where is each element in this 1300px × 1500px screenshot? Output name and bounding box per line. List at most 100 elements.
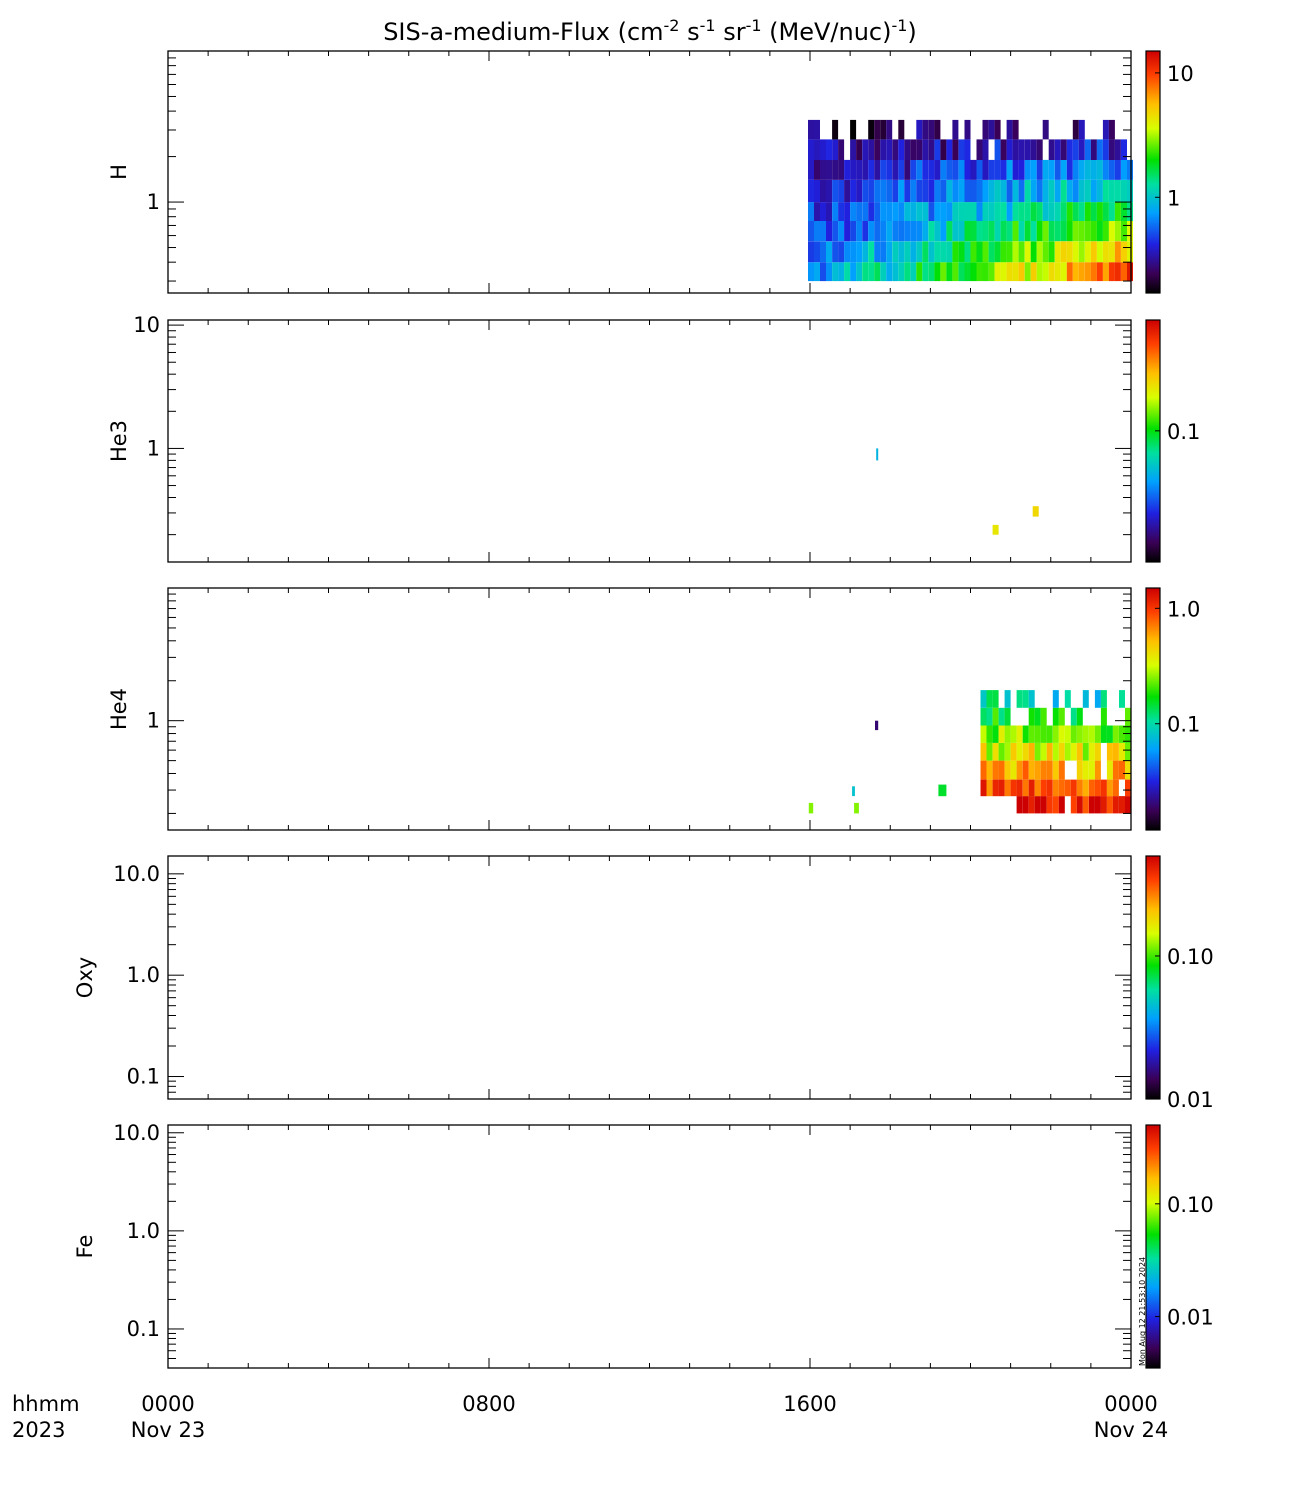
data-cell <box>820 159 826 180</box>
data-cell <box>940 241 947 263</box>
data-cell <box>998 779 1005 797</box>
title-text: sr <box>716 18 746 46</box>
data-cell <box>976 262 983 282</box>
data-cell <box>1024 262 1031 282</box>
y-tick-label: 0.1 <box>127 1317 160 1341</box>
data-cell <box>1022 796 1029 814</box>
data-cell <box>898 119 905 140</box>
data-cell <box>988 220 995 242</box>
data-cell <box>1042 119 1049 140</box>
data-cell <box>1090 180 1097 203</box>
data-cell <box>814 180 820 203</box>
data-cell <box>874 139 881 160</box>
data-cell <box>1127 241 1133 263</box>
data-cell <box>980 725 987 743</box>
data-cell <box>1084 262 1091 282</box>
data-cell <box>1060 202 1067 221</box>
data-cell <box>964 262 971 282</box>
data-cell <box>980 779 987 797</box>
data-cell <box>1084 159 1091 180</box>
data-cell <box>850 241 857 263</box>
data-cell <box>868 262 875 282</box>
data-cell <box>814 202 820 221</box>
data-cell <box>1114 202 1121 221</box>
data-cell <box>1106 725 1113 743</box>
y-axis-label: Oxy <box>73 957 97 998</box>
data-cell <box>862 139 869 160</box>
data-cell <box>856 180 863 203</box>
data-cell <box>1004 779 1011 797</box>
data-cell <box>892 262 899 282</box>
data-cell <box>1010 725 1017 743</box>
data-cell <box>1006 241 1013 263</box>
data-cell <box>994 262 1001 282</box>
data-cell <box>940 159 947 180</box>
data-cell <box>1036 180 1043 203</box>
data-cell <box>988 119 995 140</box>
data-cell <box>868 202 875 221</box>
data-cell <box>1100 690 1107 708</box>
data-cell <box>1052 742 1059 761</box>
data-cell <box>844 202 851 221</box>
data-cell <box>1127 220 1133 242</box>
data-cell <box>994 202 1001 221</box>
data-cell <box>1090 220 1097 242</box>
x-tick-label: 0000 <box>141 1392 194 1416</box>
data-cell <box>1006 159 1013 180</box>
data-cell <box>1022 760 1029 780</box>
data-cell <box>1094 779 1101 797</box>
data-cell <box>1102 180 1109 203</box>
data-cell <box>1052 707 1059 726</box>
data-cell <box>844 262 851 282</box>
data-cell <box>982 180 989 203</box>
data-cell <box>832 139 839 160</box>
colorbar-tick-label: 1.0 <box>1167 597 1200 621</box>
x-axis-ticks <box>167 588 1132 830</box>
data-cell <box>874 180 881 203</box>
data-cell <box>910 139 917 160</box>
data-cell <box>916 202 923 221</box>
data-cell <box>892 180 899 203</box>
data-cell <box>886 119 893 140</box>
data-cell <box>1060 220 1067 242</box>
data-cell <box>1127 180 1133 203</box>
data-cell <box>980 742 987 761</box>
data-cell <box>886 220 893 242</box>
data-cell <box>1016 796 1023 814</box>
data-cell <box>1018 262 1025 282</box>
data-cell <box>922 220 929 242</box>
data-cell <box>1042 241 1049 263</box>
data-cell <box>814 262 820 282</box>
data-cell <box>1125 707 1131 726</box>
data-cell <box>1060 262 1067 282</box>
data-cell <box>1119 690 1125 708</box>
data-cell <box>992 707 999 726</box>
data-cell <box>940 262 947 282</box>
data-cell <box>1090 139 1097 160</box>
data-cell <box>844 180 851 203</box>
data-cell <box>1022 742 1029 761</box>
data-cell <box>1090 241 1097 263</box>
data-cell <box>856 159 863 180</box>
data-cell <box>970 159 977 180</box>
data-cell <box>1088 796 1095 814</box>
data-cell <box>1028 742 1035 761</box>
data-cell <box>1114 180 1121 203</box>
data-cell <box>940 180 947 203</box>
data-cell <box>1004 690 1011 708</box>
data-cell <box>1108 139 1115 160</box>
data-cell <box>982 202 989 221</box>
data-cell <box>1060 180 1067 203</box>
data-cell <box>1052 796 1059 814</box>
data-cell <box>992 725 999 743</box>
data-cell <box>1012 180 1019 203</box>
data-cell <box>1121 139 1127 160</box>
data-cell <box>994 139 1001 160</box>
data-cell <box>1028 707 1035 726</box>
data-cell <box>1096 262 1103 282</box>
colorbar-gradient <box>1145 50 1161 294</box>
data-cell <box>1060 159 1067 180</box>
data-cell <box>1036 220 1043 242</box>
data-cell <box>1108 220 1115 242</box>
data-cell <box>1058 725 1065 743</box>
